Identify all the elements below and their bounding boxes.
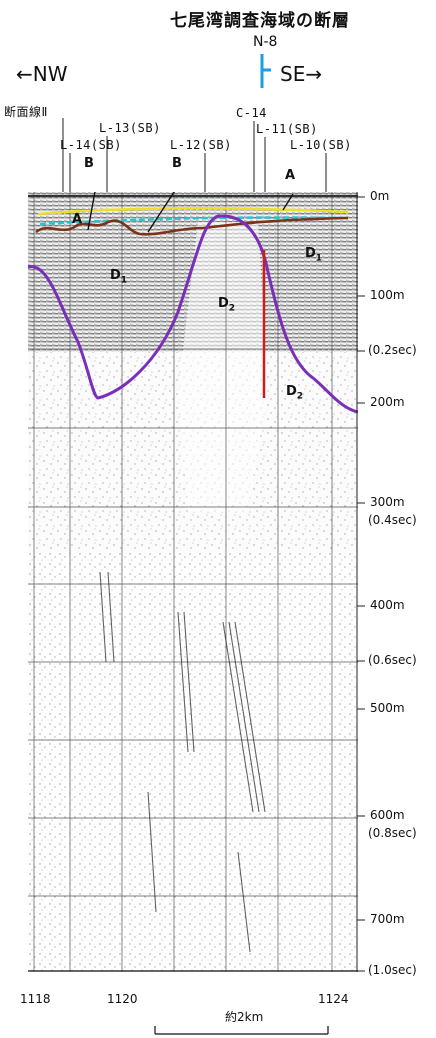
figure-title: 七尾湾調査海域の断層	[170, 11, 350, 31]
station-label: N-8	[253, 34, 278, 50]
scale-label: 約2km	[225, 1010, 264, 1024]
dipping-reflectors	[99, 571, 266, 953]
unit-label-d2-center: D2	[218, 296, 236, 314]
time-0-6sec: (0.6sec)	[368, 653, 417, 667]
time-0-4sec: (0.4sec)	[368, 513, 417, 527]
transparent-zone	[178, 222, 268, 512]
tick-1120: 1120	[107, 992, 138, 1006]
reflector-zone-lower	[28, 552, 358, 972]
depth-0m: 0m	[370, 189, 390, 203]
unit-label-d2-right: D2	[286, 384, 304, 402]
depth-300m: 300m	[370, 495, 405, 509]
tick-1124: 1124	[318, 992, 349, 1006]
depth-600m: 600m	[370, 808, 405, 822]
horizon-yellow	[37, 207, 349, 216]
tick-1118: 1118	[20, 992, 51, 1006]
unit-label-d1-right: D1	[305, 246, 323, 264]
horizon-purple	[28, 214, 358, 414]
line-label-leaders	[62, 118, 327, 192]
unit-label-b-right: B	[172, 156, 182, 171]
direction-nw: ←NW	[16, 62, 68, 86]
unit-label-d1-left: D1	[110, 268, 128, 286]
line-label-l11: L-11(SB)	[256, 122, 318, 136]
unit-label-a-left: A	[72, 212, 83, 227]
station-marker-icon	[260, 54, 271, 88]
depth-500m: 500m	[370, 701, 405, 715]
seismic-section	[28, 192, 358, 972]
line-label-l10: L-10(SB)	[290, 138, 352, 152]
time-0-2sec: (0.2sec)	[368, 343, 417, 357]
line-label-danmen: 断面線Ⅱ	[4, 105, 48, 119]
depth-200m: 200m	[370, 395, 405, 409]
depth-axis	[356, 192, 365, 972]
depth-700m: 700m	[370, 912, 405, 926]
line-label-l14: L-14(SB)	[60, 138, 122, 152]
line-label-c14: C-14	[236, 106, 267, 120]
scale-bar	[154, 1026, 329, 1035]
horizon-cyan	[39, 216, 347, 226]
time-1-0sec: (1.0sec)	[368, 963, 417, 977]
depth-100m: 100m	[370, 288, 405, 302]
line-label-l12: L-12(SB)	[170, 138, 232, 152]
depth-400m: 400m	[370, 598, 405, 612]
unit-label-b-left: B	[84, 156, 94, 171]
line-label-l13: L-13(SB)	[99, 121, 161, 135]
time-0-8sec: (0.8sec)	[368, 826, 417, 840]
horizon-brown	[35, 216, 349, 236]
direction-se: SE→	[280, 62, 323, 86]
unit-label-a-right: A	[285, 168, 296, 183]
